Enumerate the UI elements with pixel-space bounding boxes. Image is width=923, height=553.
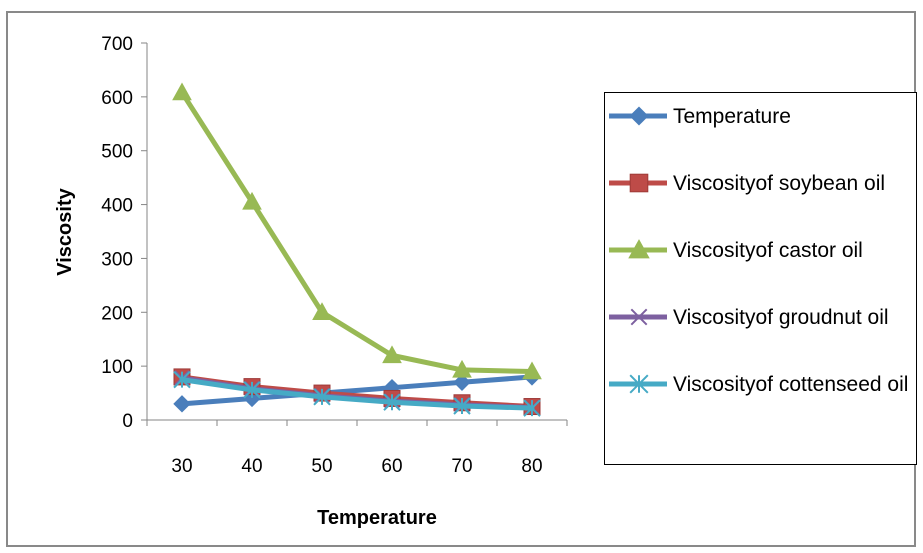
legend-label: Viscosityof soybean oil [673,172,886,195]
data-point [522,361,542,380]
data-point [173,370,191,389]
x-tick-label: 50 [311,456,332,477]
series-line [179,377,535,411]
data-point [523,399,541,417]
legend-marker [609,106,667,126]
y-tick-label: 200 [101,303,133,324]
legend: Temperature Viscosityof soybean oil Viscos… [604,92,917,465]
y-tick-label: 0 [122,411,133,432]
y-tick-label: 700 [101,34,133,55]
series-line [179,374,535,407]
data-point [242,191,262,210]
data-point [243,381,261,399]
y-tick-label: 600 [101,88,133,109]
y-tick-label: 400 [101,196,133,217]
legend-marker [609,239,667,259]
data-point [453,397,471,415]
legend-marker-symbol [630,308,648,326]
x-tick-label: 40 [241,456,262,477]
series-group [173,370,541,417]
y-axis-title: Viscosity [54,187,76,275]
x-tick-label: 60 [381,456,402,477]
y-tick-label: 500 [101,142,133,163]
x-tick-label: 70 [451,456,472,477]
x-tick-label: 30 [171,456,192,477]
data-point [452,359,472,378]
x-axis-title: Temperature [317,507,437,529]
legend-label: Viscosityof cottenseed oil [673,373,909,396]
data-point [312,302,332,320]
series-group [172,82,542,380]
data-point [453,373,471,392]
legend-label: Temperature [673,105,791,128]
data-point [382,345,402,364]
legend-marker-symbol [629,173,649,193]
legend-label: Viscosityof castor oil [673,239,863,262]
data-point [383,393,401,411]
legend-marker [609,173,667,193]
y-tick-label: 100 [101,357,133,378]
legend-label: Viscosityof groudnut oil [673,306,889,329]
legend-marker-symbol [629,374,649,394]
legend-marker [609,308,667,326]
legend-marker-symbol [628,239,650,259]
y-tick-label: 300 [101,249,133,270]
data-point [313,388,331,406]
legend-marker-symbol [629,106,649,126]
legend-marker [609,374,667,394]
data-point [172,82,192,101]
x-tick-label: 80 [521,456,542,477]
series-line [179,90,535,375]
data-point [173,395,191,413]
